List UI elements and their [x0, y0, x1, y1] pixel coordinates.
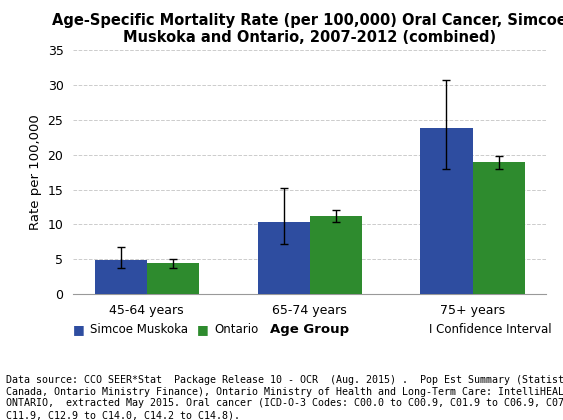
Bar [421, 129, 472, 294]
Bar [472, 163, 525, 294]
Bar [147, 263, 199, 294]
Text: Simcoe Muskoka: Simcoe Muskoka [90, 323, 188, 336]
Text: Ontario: Ontario [214, 323, 258, 336]
Text: I Confidence Interval: I Confidence Interval [429, 323, 552, 336]
Text: Data source: CCO SEER*Stat  Package Release 10 - OCR  (Aug. 2015) .  Pop Est Sum: Data source: CCO SEER*Stat Package Relea… [6, 375, 563, 420]
Y-axis label: Rate per 100,000: Rate per 100,000 [29, 114, 42, 230]
Bar [310, 216, 362, 294]
Bar [257, 222, 310, 294]
Text: ■: ■ [73, 323, 85, 336]
Text: Age Group: Age Group [270, 323, 349, 336]
Bar [95, 260, 147, 294]
Text: ■: ■ [197, 323, 209, 336]
Title: Age-Specific Mortality Rate (per 100,000) Oral Cancer, Simcoe
Muskoka and Ontari: Age-Specific Mortality Rate (per 100,000… [52, 13, 563, 45]
